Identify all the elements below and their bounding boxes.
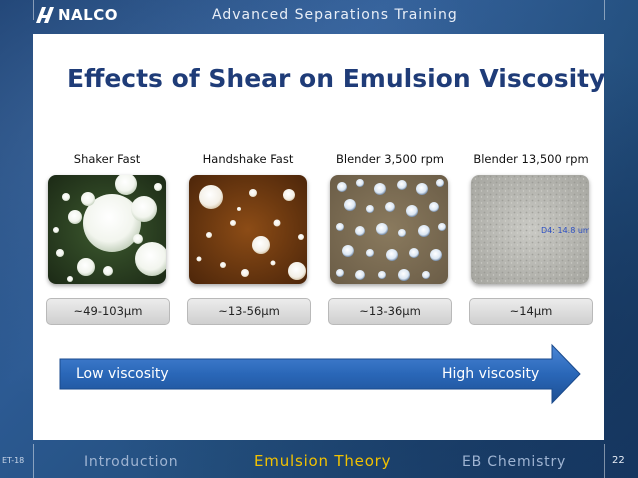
nav-eb-chemistry[interactable]: EB Chemistry [462,454,567,470]
low-viscosity-label: Low viscosity [76,366,169,382]
presentation-title: Advanced Separations Training [212,7,458,23]
droplet-size-blender-13500: ~14µm [469,298,593,325]
micrograph-shaker-fast [48,175,166,284]
micrograph-blender-3500 [330,175,448,284]
page-number: 22 [612,455,625,466]
divider-line [33,444,34,478]
nalco-logo: NALCO [36,6,118,24]
droplet-size-handshake-fast: ~13-56µm [187,298,311,325]
nav-introduction[interactable]: Introduction [84,454,179,470]
viscosity-arrow [59,343,581,405]
nav-emulsion-theory[interactable]: Emulsion Theory [254,452,392,470]
divider-line [604,0,605,20]
micrograph-blender-13500: D4: 14.8 um [471,175,589,284]
measurement-annotation: D4: 14.8 um [541,226,589,235]
slide-title: Effects of Shear on Emulsion Viscosity [67,64,606,93]
micrograph-handshake-fast [189,175,307,284]
droplet-size-blender-3500: ~13-36µm [328,298,452,325]
nalco-logo-icon [36,7,54,23]
divider-line [604,444,605,478]
column-label-blender-3500: Blender 3,500 rpm [335,152,444,166]
divider-line [33,0,34,20]
slide-code: ET-18 [2,456,25,465]
top-bar: NALCO Advanced Separations Training [0,0,638,32]
droplet-size-shaker-fast: ~49-103µm [46,298,170,325]
high-viscosity-label: High viscosity [442,366,540,382]
brand-name: NALCO [58,6,118,24]
column-label-blender-13500: Blender 13,500 rpm [473,152,589,166]
column-label-handshake-fast: Handshake Fast [202,152,294,166]
column-label-shaker-fast: Shaker Fast [73,152,141,166]
